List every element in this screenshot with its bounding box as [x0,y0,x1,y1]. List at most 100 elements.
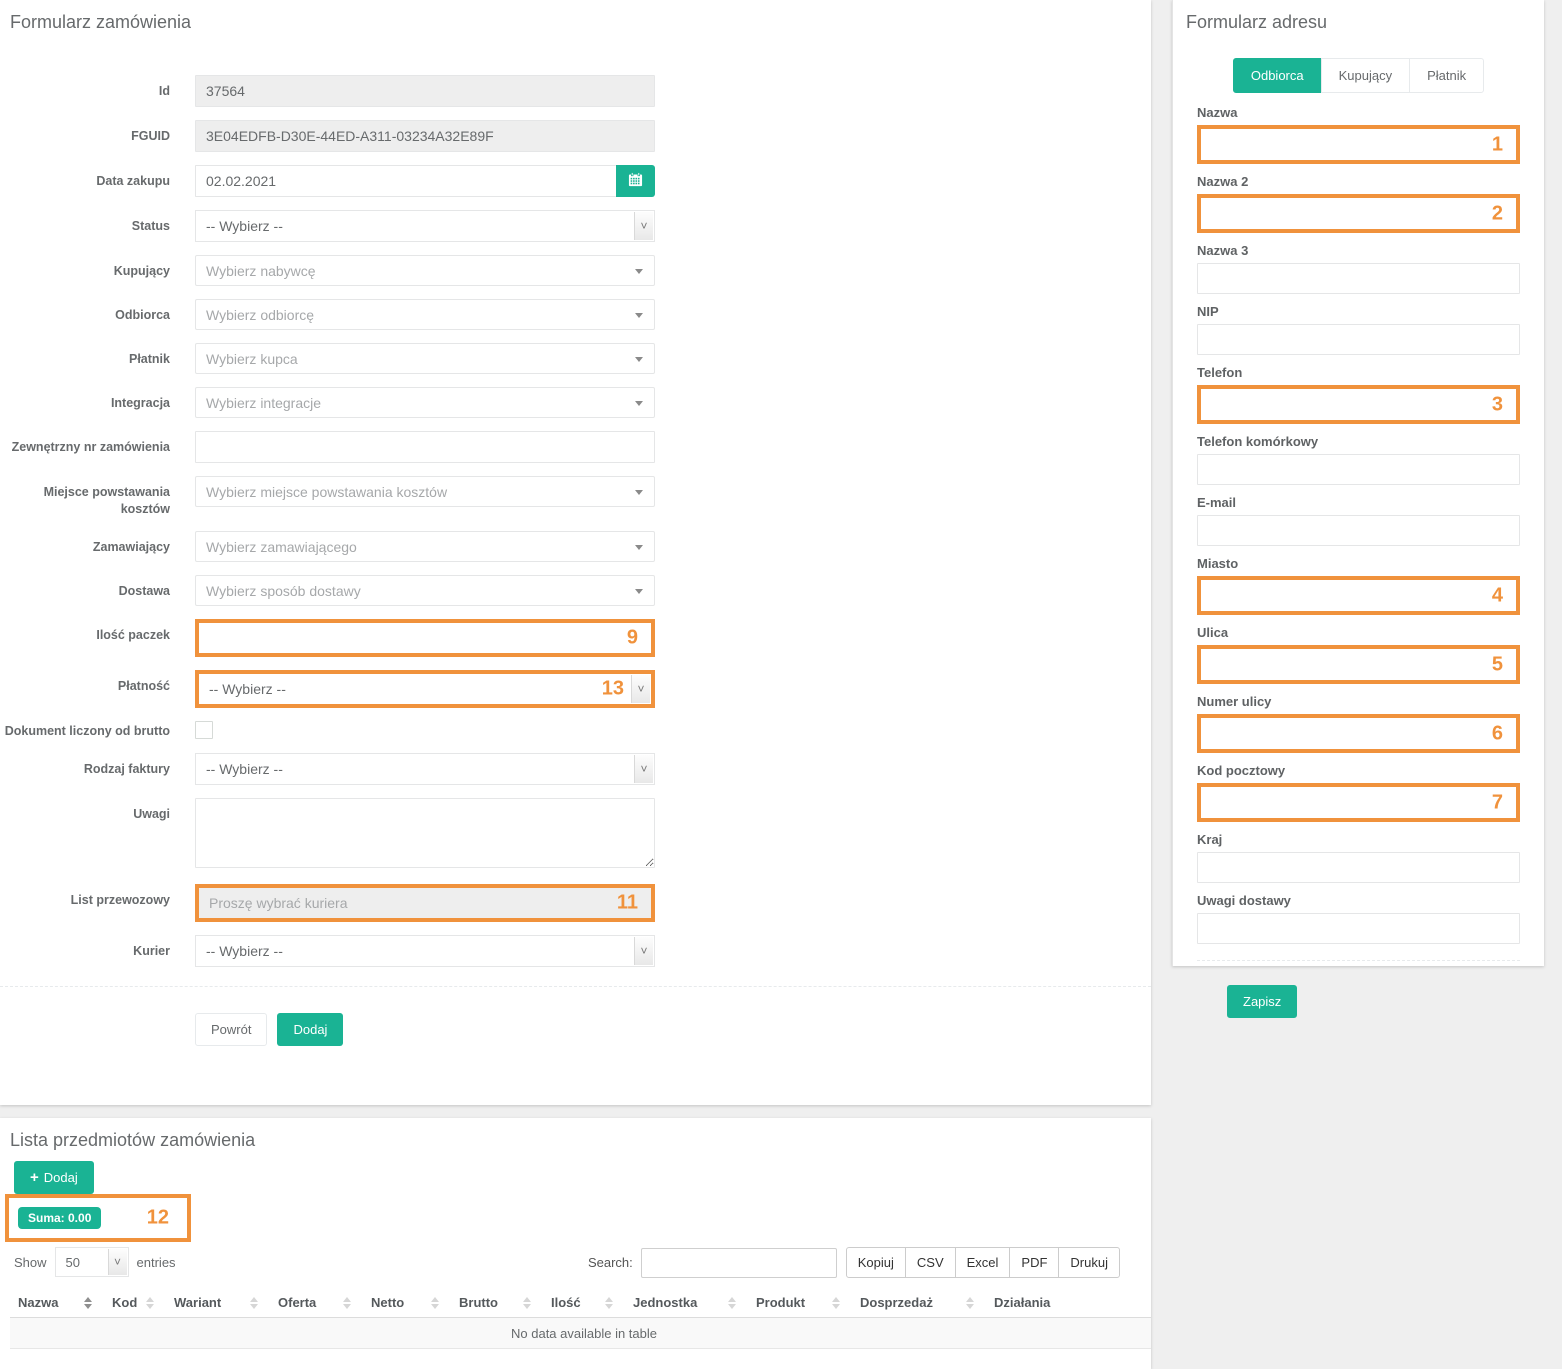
sort-icon [605,1296,613,1309]
column-header-jednostka[interactable]: Jednostka [627,1288,750,1318]
invoice-type-select[interactable]: -- Wybierz -- ˅ [195,753,655,785]
mobile-field[interactable] [1197,454,1520,485]
address-field-phone: Telefon 3 [1197,365,1520,424]
form-row-recipient: Odbiorca Wybierz odbiorcę [0,299,1151,330]
sort-icon [832,1296,840,1309]
form-row-orderer: Zamawiający Wybierz zamawiającego [0,531,1151,562]
street-field[interactable] [1201,649,1516,680]
sum-highlight: Suma: 0.00 12 [5,1194,191,1242]
payer-label: Płatnik [129,352,170,366]
package-count-label: Ilość paczek [96,628,170,642]
cost-center-label: Miejsce powstawania kosztów [43,485,170,516]
payment-select[interactable]: -- Wybierz -- ˅ [199,674,651,704]
buyer-select[interactable]: Wybierz nabywcę [195,255,655,286]
courier-label: Kurier [133,944,170,958]
country-field[interactable] [1197,852,1520,883]
pdf-button[interactable]: PDF [1009,1247,1060,1278]
delivery-select[interactable]: Wybierz sposób dostawy [195,575,655,606]
column-header-dzialania: Działania [988,1288,1151,1318]
sort-icon [84,1296,92,1309]
postal-code-label: Kod pocztowy [1197,763,1286,778]
delivery-notes-field[interactable] [1197,913,1520,944]
waybill-field[interactable] [199,888,651,918]
form-row-waybill: List przewozowy 11 [0,884,1151,922]
phone-label: Telefon [1197,365,1243,380]
print-button[interactable]: Drukuj [1058,1247,1120,1278]
sort-icon [343,1296,351,1309]
postal-code-field[interactable] [1201,787,1516,818]
invoice-type-select-value: -- Wybierz -- [206,761,283,777]
tab-kupujacy[interactable]: Kupujący [1320,58,1411,93]
column-header-nazwa[interactable]: Nazwa [10,1288,106,1318]
form-row-courier: Kurier -- Wybierz -- ˅ [0,935,1151,967]
save-address-button[interactable]: Zapisz [1227,985,1298,1018]
purchase-date-field[interactable] [195,165,616,197]
column-header-netto[interactable]: Netto [365,1288,453,1318]
add-order-button[interactable]: Dodaj [277,1013,344,1046]
gross-document-checkbox[interactable] [195,721,213,739]
orderer-select[interactable]: Wybierz zamawiającego [195,531,655,562]
email-field[interactable] [1197,515,1520,546]
address-field-nip: NIP [1197,304,1520,355]
phone-highlight: 3 [1197,385,1520,424]
annotation-badge: 7 [1491,791,1503,813]
payment-select-value: -- Wybierz -- [209,681,286,697]
search-group: Search: Kopiuj CSV Excel PDF Drukuj [588,1247,1120,1278]
column-header-wariant[interactable]: Wariant [168,1288,272,1318]
column-header-ilosc[interactable]: Ilość [545,1288,627,1318]
form-row-integration: Integracja Wybierz integracje [0,387,1151,418]
street-label: Ulica [1197,625,1229,640]
street-number-field[interactable] [1201,718,1516,749]
external-order-number-field[interactable] [195,431,655,463]
entries-label: entries [136,1254,176,1270]
integration-select[interactable]: Wybierz integracje [195,387,655,418]
city-field[interactable] [1201,580,1516,611]
name2-highlight: 2 [1197,194,1520,233]
annotation-badge: 11 [616,891,638,914]
payment-label: Płatność [117,679,170,693]
copy-button[interactable]: Kopiuj [845,1247,906,1278]
column-header-brutto[interactable]: Brutto [453,1288,545,1318]
dropdown-arrow-icon [635,269,643,274]
payer-select[interactable]: Wybierz kupca [195,343,655,374]
phone-field[interactable] [1201,389,1516,420]
tab-platnik[interactable]: Płatnik [1409,58,1485,93]
column-header-kod[interactable]: Kod [106,1288,168,1318]
name3-field[interactable] [1197,263,1520,294]
back-button[interactable]: Powrót [195,1013,268,1046]
form-row-gross-document: Dokument liczony od brutto [0,721,1151,740]
status-select[interactable]: -- Wybierz -- ˅ [195,210,655,242]
dropdown-arrow-icon [635,357,643,362]
column-header-dosprzedaz[interactable]: Dosprzedaż [854,1288,988,1318]
search-input[interactable] [640,1247,837,1278]
csv-button[interactable]: CSV [904,1247,956,1278]
name2-label: Nazwa 2 [1197,174,1249,189]
nip-field[interactable] [1197,324,1520,355]
form-row-invoice-type: Rodzaj faktury -- Wybierz -- ˅ [0,753,1151,785]
cost-center-select[interactable]: Wybierz miejsce powstawania kosztów [195,476,655,507]
excel-button[interactable]: Excel [954,1247,1011,1278]
calendar-button[interactable] [616,165,655,197]
street-number-label: Numer ulicy [1197,694,1272,709]
address-tabs: Odbiorca Kupujący Płatnik [1173,58,1544,93]
tab-odbiorca[interactable]: Odbiorca [1232,58,1322,93]
recipient-select[interactable]: Wybierz odbiorcę [195,299,655,330]
street-highlight: 5 [1197,645,1520,684]
address-field-delivery-notes: Uwagi dostawy [1197,893,1520,944]
name2-field[interactable] [1201,198,1516,229]
chevron-down-icon: ˅ [634,212,653,240]
package-count-field[interactable] [199,623,651,653]
annotation-badge: 13 [601,677,624,700]
payer-select-placeholder: Wybierz kupca [206,350,298,367]
notes-field[interactable] [195,798,655,868]
page-size-select[interactable]: 50 ˅ [54,1247,129,1277]
form-row-package-count: Ilość paczek 9 [0,619,1151,657]
name-highlight: 1 [1197,125,1520,164]
column-header-produkt[interactable]: Produkt [750,1288,854,1318]
address-field-city: Miasto 4 [1197,556,1520,615]
name-field[interactable] [1201,129,1516,160]
sort-icon [431,1296,439,1309]
column-header-oferta[interactable]: Oferta [272,1288,365,1318]
courier-select[interactable]: -- Wybierz -- ˅ [195,935,655,967]
add-item-button[interactable]: + Dodaj [14,1161,94,1194]
